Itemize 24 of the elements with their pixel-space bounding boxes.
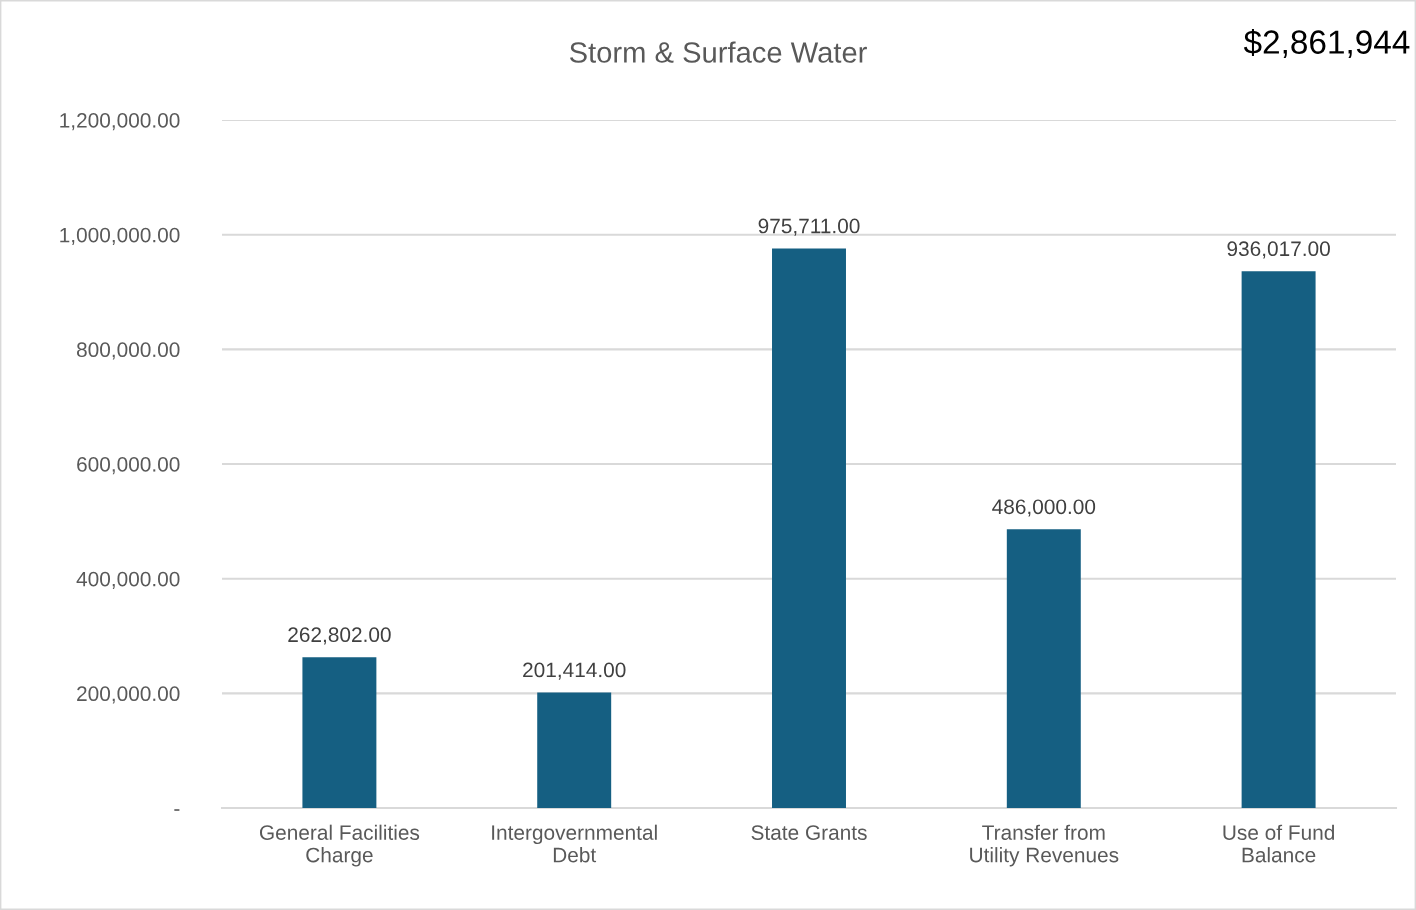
x-tick-label: State Grants [751,825,867,840]
chart-title: Storm & Surface Water [569,41,867,63]
data-label: 486,000.00 [992,499,1096,517]
y-tick-label: 800,000.00 [76,342,180,360]
data-label: 936,017.00 [1227,241,1330,259]
data-label: 201,414.00 [523,662,626,680]
text: $2,861,944 [1243,28,1410,58]
data-label: 975,711.00 [758,218,860,236]
bar [1006,529,1081,808]
y-tick-label: 400,000.00 [76,571,180,589]
y-tick-label: 200,000.00 [77,686,180,704]
bar [772,248,846,808]
bar [537,692,612,808]
y-tick-label: 600,000.00 [77,457,180,475]
y-tick-label: - [174,809,180,811]
x-tick-label: General Facilities Charge [259,824,420,867]
x-tick-label: Intergovernmental Debt [492,824,657,863]
y-tick-label: 1,000,000.00 [60,227,180,245]
x-tick-label: Use of Fund Balance [1223,824,1334,863]
data-label: 262,802.00 [288,627,391,645]
bar [1241,271,1316,808]
bar [302,657,377,808]
x-tick-label: Transfer from Utility Revenues [970,824,1119,867]
y-tick-label: 1,200,000.00 [60,113,180,131]
